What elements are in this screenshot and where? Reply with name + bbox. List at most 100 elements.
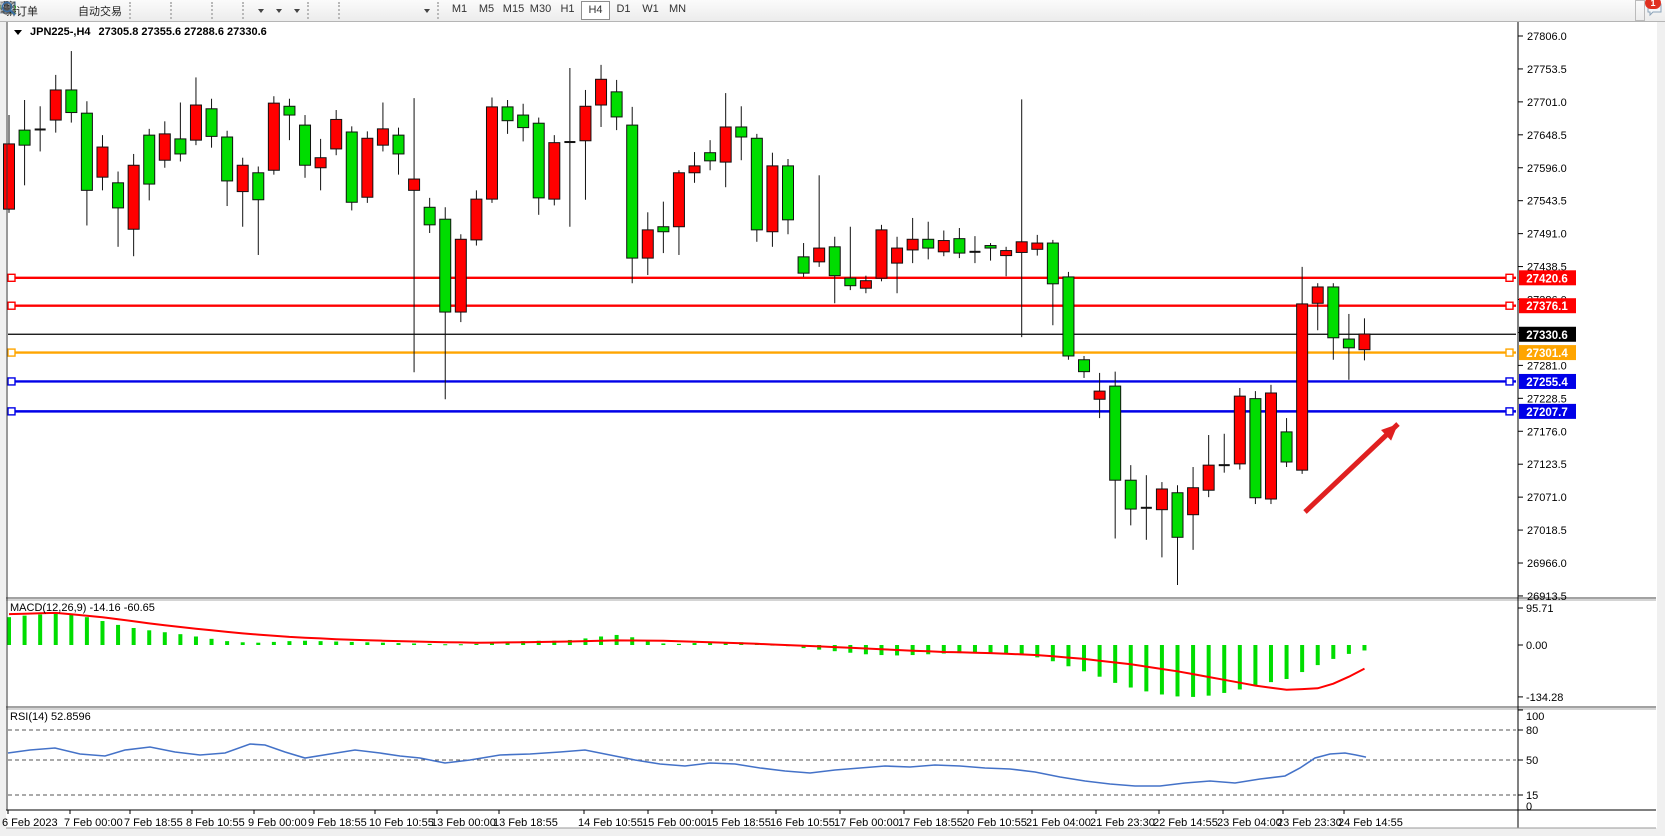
macd-histogram-bar	[271, 641, 276, 645]
period-button[interactable]	[1, 0, 287, 21]
hline-anchor[interactable]	[1505, 377, 1514, 386]
candle	[969, 236, 981, 264]
hline-anchor[interactable]	[7, 407, 16, 416]
search-button[interactable]	[1, 0, 1645, 21]
macd-histogram-bar	[1268, 645, 1273, 683]
timeframe-H4[interactable]: H4	[581, 1, 610, 20]
macd-histogram-bar	[334, 641, 339, 645]
line-chart-button[interactable]	[0, 0, 168, 21]
trend-arrow[interactable]	[1303, 422, 1400, 514]
macd-histogram-bar	[552, 640, 557, 645]
price-line-badge-value: 27330.6	[1526, 330, 1568, 342]
chevron-down-icon	[276, 8, 282, 13]
timeframe-M5[interactable]: M5	[478, 3, 495, 15]
candle	[96, 135, 109, 191]
hline-anchor[interactable]	[1505, 348, 1514, 357]
candle	[1078, 355, 1091, 378]
macd-histogram-bar	[240, 642, 245, 645]
candle	[750, 133, 763, 242]
candle	[1233, 387, 1246, 470]
candle	[408, 98, 421, 373]
time-tick-label: 21 Feb 23:30	[1090, 817, 1155, 829]
market-windows-button[interactable]	[0, 0, 63, 21]
macd-histogram-bar	[505, 641, 510, 645]
crosshair-tool-button[interactable]	[1, 0, 336, 21]
hline-anchor[interactable]	[1505, 407, 1514, 416]
chart-title: JPN225-,H4 27305.8 27355.6 27288.6 27330…	[14, 26, 267, 38]
macd-histogram-bar	[848, 645, 853, 653]
macd-histogram-bar	[53, 613, 58, 645]
timeframe-MN[interactable]: MN	[668, 3, 687, 15]
text-tool-button[interactable]: A	[2, 0, 407, 21]
candle	[267, 96, 280, 175]
new-chart-button[interactable]	[0, 0, 269, 21]
candle	[127, 153, 140, 257]
timeframe-M1[interactable]: M1	[451, 3, 468, 15]
candle	[891, 236, 904, 294]
symbol-dropdown-icon[interactable]	[14, 29, 22, 35]
svg-text:A: A	[2, 1, 10, 15]
time-tick-label: 23 Feb 04:00	[1217, 817, 1282, 829]
timeframe-M30[interactable]: M30	[529, 3, 552, 15]
bar-chart-button[interactable]	[2, 0, 148, 21]
candle	[376, 102, 389, 152]
vline-tool-button[interactable]	[5, 0, 357, 21]
label-tool-button[interactable]: T	[0, 0, 417, 21]
symbol-period-label: JPN225-,H4	[30, 26, 91, 38]
chart-shift-button[interactable]	[2, 0, 240, 21]
hline-anchor[interactable]	[7, 348, 16, 357]
hline-anchor[interactable]	[1505, 301, 1514, 310]
time-tick-label: 9 Feb 18:55	[308, 817, 367, 829]
signals-button[interactable]	[0, 0, 73, 21]
timeframe-M15[interactable]: M15	[502, 3, 525, 15]
price-line-badge	[1519, 403, 1576, 419]
hline-anchor[interactable]	[1505, 273, 1514, 282]
svg-text:T: T	[4, 4, 10, 15]
tile-windows-button[interactable]	[0, 0, 209, 21]
time-tick-label: 7 Feb 00:00	[64, 817, 123, 829]
price-tick-label: 26966.0	[1527, 558, 1567, 570]
time-tick-label: 17 Feb 18:55	[898, 817, 963, 829]
arrows-tool-button[interactable]	[3, 0, 435, 21]
autotrade-button[interactable]: 自动交易	[0, 0, 127, 21]
candle	[1171, 485, 1184, 585]
candle	[532, 117, 545, 215]
candle	[641, 212, 654, 276]
time-tick-label: 23 Feb 23:30	[1277, 817, 1342, 829]
template-button[interactable]	[0, 0, 305, 21]
macd-histogram-bar	[147, 630, 152, 645]
channel-tool-button[interactable]: E	[0, 0, 387, 21]
hline-anchor[interactable]	[7, 301, 16, 310]
timeframe-W1[interactable]: W1	[642, 3, 659, 15]
timeframe-H1[interactable]: H1	[560, 3, 575, 15]
candle	[1015, 99, 1028, 338]
macd-histogram-bar	[131, 627, 136, 645]
macd-tick-label: 95.71	[1526, 603, 1554, 615]
time-tick-label: 14 Feb 10:55	[578, 817, 643, 829]
hline-anchor[interactable]	[7, 273, 16, 282]
cursor-tool-button[interactable]	[4, 0, 326, 21]
hline-tool-button[interactable]	[1, 0, 367, 21]
toolbar-separator	[211, 2, 218, 19]
candle	[80, 101, 93, 226]
macd-histogram-bar	[661, 643, 666, 645]
auto-scroll-button[interactable]	[2, 0, 230, 21]
chat-button[interactable]: 1	[1645, 0, 1662, 21]
price-line-badge-value: 27207.7	[1526, 407, 1568, 419]
price-tick-label: 27018.5	[1527, 525, 1567, 537]
timeframe-D1[interactable]: D1	[616, 3, 631, 15]
candle	[719, 93, 732, 188]
candlestick-button[interactable]	[2, 0, 158, 21]
trendline-tool-button[interactable]	[1, 0, 377, 21]
macd-histogram-bar	[489, 643, 494, 645]
macd-histogram-bar	[926, 645, 931, 655]
price-line-badge	[1519, 298, 1576, 314]
history-center-button[interactable]	[1, 0, 53, 21]
macd-histogram-bar	[941, 645, 946, 654]
candle	[1342, 313, 1355, 380]
hline-anchor[interactable]	[7, 377, 16, 386]
zoom-out-button[interactable]	[1, 0, 199, 21]
zoom-in-button[interactable]	[1, 0, 189, 21]
fibonacci-tool-button[interactable]: F	[1, 0, 397, 21]
